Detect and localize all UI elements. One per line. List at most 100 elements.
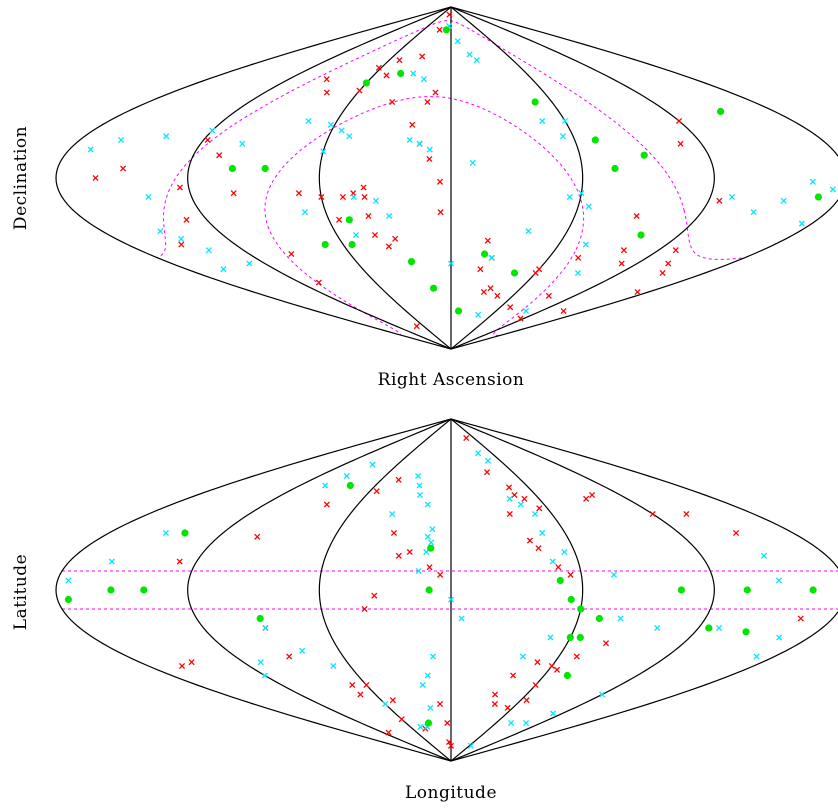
data-point-cyan xyxy=(467,742,474,749)
data-point-cyan xyxy=(261,672,268,679)
data-point-cyan xyxy=(205,247,212,254)
data-point-green xyxy=(809,586,817,594)
data-point-red xyxy=(583,495,590,502)
data-point-red xyxy=(373,488,380,495)
data-point-red xyxy=(188,659,195,666)
data-point-red xyxy=(633,212,640,220)
data-point-red xyxy=(389,697,396,704)
data-point-red xyxy=(620,247,627,254)
data-point-cyan xyxy=(338,127,345,134)
data-point-green xyxy=(637,231,645,239)
data-point-red xyxy=(436,26,443,33)
data-point-green xyxy=(348,240,356,249)
data-point-red xyxy=(409,121,416,128)
data-point-cyan xyxy=(475,450,482,457)
data-point-red xyxy=(573,653,580,660)
data-point-cyan xyxy=(209,127,216,134)
data-point-red xyxy=(536,505,543,512)
data-point-cyan xyxy=(369,461,376,468)
data-point-red xyxy=(510,672,517,679)
data-point-red xyxy=(178,241,185,248)
data-point-green xyxy=(677,586,686,594)
data-point-red xyxy=(534,659,541,666)
data-point-red xyxy=(567,571,574,578)
data-point-cyan xyxy=(352,231,360,239)
data-point-red xyxy=(444,719,451,727)
data-point-cyan xyxy=(549,558,556,565)
data-point-cyan xyxy=(427,704,434,711)
top-meridian xyxy=(187,6,452,350)
data-point-red xyxy=(483,469,491,476)
data-point-red xyxy=(318,193,325,201)
data-point-cyan xyxy=(417,723,424,730)
data-point-green xyxy=(430,284,438,292)
data-point-red xyxy=(523,697,530,704)
data-point-cyan xyxy=(728,193,736,201)
data-point-red xyxy=(683,510,690,518)
data-point-cyan xyxy=(320,148,327,155)
data-point-green xyxy=(442,26,450,34)
data-point-green xyxy=(510,269,519,277)
data-point-red xyxy=(183,216,190,223)
data-point-green xyxy=(717,107,725,116)
data-point-cyan xyxy=(87,146,94,153)
data-point-green xyxy=(705,624,713,632)
data-point-cyan xyxy=(429,526,436,533)
data-point-cyan xyxy=(108,558,115,565)
data-point-red xyxy=(618,260,625,267)
data-point-cyan xyxy=(507,719,515,727)
data-point-cyan xyxy=(654,624,661,632)
data-point-red xyxy=(555,564,562,571)
data-point-red xyxy=(295,190,302,197)
data-point-cyan xyxy=(426,146,433,153)
data-point-cyan xyxy=(424,501,431,508)
data-point-green xyxy=(107,586,115,594)
data-point-red xyxy=(665,260,672,267)
data-point-red xyxy=(413,323,420,330)
data-point-cyan xyxy=(522,719,530,727)
data-point-red xyxy=(545,292,552,299)
data-point-green xyxy=(591,136,599,144)
data-point-cyan xyxy=(525,228,532,235)
data-point-cyan xyxy=(346,133,353,140)
data-point-green xyxy=(261,164,269,173)
data-point-red xyxy=(361,605,368,613)
data-point-red xyxy=(432,89,439,96)
data-point-cyan xyxy=(327,121,334,128)
data-point-red xyxy=(487,285,494,292)
data-point-red xyxy=(446,11,453,18)
data-point-cyan xyxy=(750,209,757,216)
data-point-cyan xyxy=(305,117,312,125)
data-point-green xyxy=(424,719,433,727)
data-point-red xyxy=(494,292,501,299)
data-point-cyan xyxy=(322,482,329,489)
data-point-red xyxy=(504,704,511,711)
data-point-red xyxy=(733,529,740,537)
data-point-red xyxy=(491,691,499,698)
data-point-red xyxy=(675,117,683,125)
data-point-red xyxy=(389,98,396,106)
data-point-cyan xyxy=(798,220,805,227)
data-point-cyan xyxy=(410,70,417,77)
data-point-red xyxy=(176,558,183,565)
data-point-cyan xyxy=(65,577,72,584)
top-meridian xyxy=(450,6,584,350)
data-point-cyan xyxy=(506,495,513,502)
data-point-cyan xyxy=(163,133,170,140)
data-point-cyan xyxy=(416,140,423,147)
data-point-cyan xyxy=(429,653,437,660)
data-point-cyan xyxy=(389,510,396,518)
data-point-red xyxy=(385,729,392,736)
data-point-cyan xyxy=(350,193,357,201)
data-point-red xyxy=(649,510,656,518)
data-point-cyan xyxy=(561,117,569,125)
data-point-red xyxy=(548,662,555,670)
data-point-green xyxy=(228,164,236,173)
bottom-chart-overlay xyxy=(62,570,838,610)
data-point-green xyxy=(481,250,489,258)
data-point-cyan xyxy=(220,266,227,273)
data-point-cyan xyxy=(559,133,566,140)
bottom-chart-ylabel: Latitude xyxy=(11,554,31,630)
data-point-cyan xyxy=(539,529,546,537)
data-point-cyan xyxy=(416,482,423,489)
